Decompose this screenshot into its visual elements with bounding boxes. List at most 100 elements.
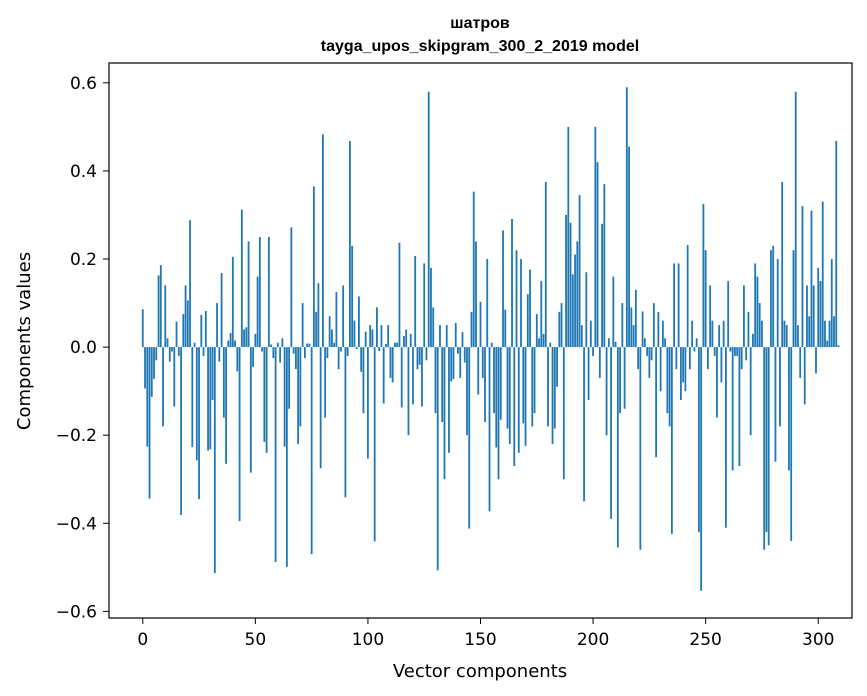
- bar: [240, 209, 243, 348]
- bar: [797, 325, 799, 348]
- bar: [238, 347, 241, 522]
- bar: [328, 316, 331, 348]
- x-tick-label: 100: [352, 630, 384, 650]
- bar: [479, 301, 482, 348]
- bar: [218, 347, 221, 362]
- bar: [213, 347, 216, 574]
- bar: [477, 347, 480, 395]
- bar: [707, 347, 709, 370]
- bar: [641, 311, 644, 348]
- bar: [657, 311, 660, 348]
- bar: [511, 218, 513, 348]
- bar: [603, 184, 606, 348]
- bar: [373, 347, 376, 542]
- bar: [319, 347, 322, 469]
- y-tick-label: −0.2: [56, 426, 97, 446]
- bar: [191, 347, 194, 448]
- bar: [727, 281, 730, 348]
- bar: [432, 307, 435, 348]
- bar: [256, 276, 259, 348]
- bar: [682, 347, 685, 383]
- bar: [506, 347, 509, 429]
- bar: [661, 320, 664, 348]
- bar: [207, 347, 209, 451]
- bar: [785, 325, 788, 348]
- bar: [337, 347, 340, 370]
- bar: [229, 333, 232, 348]
- bar: [677, 263, 680, 348]
- bar: [686, 244, 689, 348]
- bar: [276, 342, 279, 348]
- bar: [731, 347, 734, 471]
- bar: [830, 259, 833, 348]
- bar: [526, 294, 529, 348]
- bar: [767, 347, 770, 546]
- bar: [324, 347, 327, 418]
- bar: [171, 347, 173, 352]
- bar: [770, 250, 772, 348]
- bar: [243, 329, 245, 348]
- bar: [472, 191, 475, 348]
- bar: [628, 146, 630, 348]
- bar: [470, 311, 473, 348]
- bar: [558, 311, 561, 348]
- bar: [227, 340, 230, 348]
- bar: [729, 347, 732, 352]
- bar: [144, 347, 146, 389]
- bar: [234, 340, 236, 348]
- bar: [574, 254, 576, 348]
- bar: [578, 195, 581, 348]
- bar: [394, 342, 396, 348]
- bar: [605, 347, 608, 436]
- x-tick-label: 0: [137, 630, 148, 650]
- bar: [211, 347, 214, 400]
- bar: [279, 347, 282, 363]
- bar: [355, 347, 358, 350]
- bar: [371, 329, 374, 348]
- bar: [258, 236, 261, 348]
- bar: [664, 338, 667, 348]
- bar: [761, 320, 763, 348]
- bar: [412, 347, 414, 405]
- bar: [695, 338, 698, 348]
- bar: [389, 347, 392, 378]
- bar: [776, 259, 779, 348]
- bar: [736, 347, 739, 356]
- bar: [310, 347, 313, 555]
- bar: [691, 320, 694, 348]
- bar: [342, 285, 345, 348]
- bar: [815, 347, 817, 374]
- bar: [457, 347, 459, 354]
- y-tick-label: 0.0: [70, 338, 97, 358]
- bar: [236, 347, 239, 372]
- bar: [826, 340, 829, 348]
- bar: [520, 259, 522, 348]
- bar: [445, 325, 448, 348]
- bar: [623, 347, 626, 409]
- bar: [349, 140, 351, 348]
- bar: [693, 347, 696, 352]
- bar: [184, 285, 187, 348]
- bar: [441, 347, 444, 422]
- bar: [252, 347, 254, 367]
- bar: [720, 347, 723, 383]
- chart-subtitle: tayga_upos_skipgram_300_2_2019 model: [321, 38, 639, 55]
- bar: [267, 236, 270, 348]
- bar: [173, 347, 176, 407]
- x-tick-label: 200: [577, 630, 609, 650]
- bar: [549, 342, 552, 348]
- bar: [335, 292, 338, 348]
- bar: [515, 250, 518, 348]
- bar: [756, 276, 759, 348]
- bar: [290, 227, 293, 348]
- bar: [700, 347, 703, 591]
- bar: [216, 303, 218, 348]
- bar: [684, 347, 687, 392]
- bar: [565, 214, 567, 348]
- bar: [162, 347, 164, 427]
- bar: [821, 201, 824, 348]
- bar: [416, 347, 419, 370]
- y-tick-label: 0.2: [70, 250, 97, 270]
- bar: [589, 320, 592, 348]
- bar: [360, 347, 363, 372]
